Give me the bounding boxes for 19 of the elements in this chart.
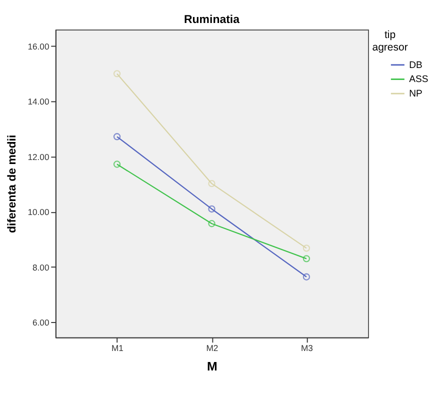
legend-label: ASS — [409, 74, 428, 86]
point — [208, 205, 216, 213]
chart-title: Ruminatia — [184, 14, 240, 26]
x-axis-title: M — [207, 359, 218, 374]
point — [208, 180, 216, 188]
y-tick-label: 12.00 — [28, 152, 50, 162]
point — [208, 220, 216, 228]
y-tick-label: 16.00 — [28, 41, 50, 52]
legend-label: DB — [409, 60, 422, 71]
y-tick-label: 8.00 — [32, 262, 50, 272]
x-tick-label: M1 — [112, 343, 124, 354]
x-tick-label: M2 — [206, 343, 218, 354]
y-tick-label: 10.00 — [28, 207, 50, 218]
legend-title: tip agresor — [372, 29, 408, 54]
y-axis-title: diferenta de medii — [6, 134, 18, 233]
y-tick-label: 14.00 — [28, 96, 50, 107]
legend-label: NP — [409, 88, 422, 100]
y-tick-label: 6.00 — [32, 318, 50, 328]
x-tick-label: M3 — [300, 343, 314, 354]
